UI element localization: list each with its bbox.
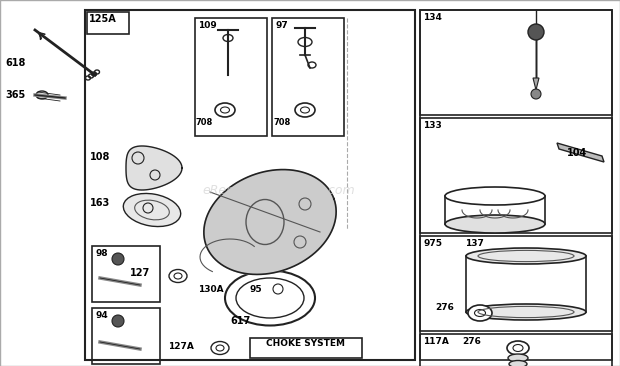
Circle shape <box>531 89 541 99</box>
Text: 708: 708 <box>273 118 290 127</box>
Bar <box>87 12 129 34</box>
Ellipse shape <box>445 215 545 233</box>
Bar <box>272 18 344 136</box>
Text: CHOKE SYSTEM: CHOKE SYSTEM <box>267 339 345 348</box>
Bar <box>420 236 612 331</box>
Polygon shape <box>557 143 604 162</box>
Text: 276: 276 <box>435 303 454 312</box>
Text: 127: 127 <box>130 268 150 278</box>
Bar <box>195 18 267 136</box>
Text: 127A: 127A <box>168 342 194 351</box>
Text: 276: 276 <box>462 337 481 346</box>
Ellipse shape <box>123 194 180 227</box>
Text: 618: 618 <box>5 58 25 68</box>
Text: eReplacementParts.com: eReplacementParts.com <box>203 184 355 197</box>
Ellipse shape <box>508 354 528 362</box>
Text: 104: 104 <box>567 148 587 158</box>
Bar <box>92 246 160 302</box>
Ellipse shape <box>466 304 586 320</box>
Bar <box>420 118 612 233</box>
Polygon shape <box>126 146 182 190</box>
Ellipse shape <box>445 187 545 205</box>
Text: 98: 98 <box>95 249 108 258</box>
Bar <box>85 10 415 360</box>
Ellipse shape <box>295 103 315 117</box>
Text: 134: 134 <box>423 13 442 22</box>
Text: 108: 108 <box>90 152 110 162</box>
Text: 365: 365 <box>5 90 25 100</box>
Circle shape <box>112 315 124 327</box>
Circle shape <box>112 253 124 265</box>
Bar <box>250 338 362 358</box>
Ellipse shape <box>509 361 527 366</box>
Bar <box>420 10 612 115</box>
Text: 163: 163 <box>90 198 110 208</box>
Polygon shape <box>533 78 539 90</box>
Text: 97: 97 <box>275 21 288 30</box>
Text: 125A: 125A <box>89 14 117 24</box>
Ellipse shape <box>225 270 315 325</box>
Text: 133: 133 <box>423 121 441 130</box>
Ellipse shape <box>466 248 586 264</box>
Ellipse shape <box>215 103 235 117</box>
Text: 137: 137 <box>465 239 484 248</box>
Text: 117A: 117A <box>423 337 449 346</box>
Circle shape <box>528 24 544 40</box>
Text: 975: 975 <box>423 239 442 248</box>
Ellipse shape <box>507 341 529 355</box>
Polygon shape <box>204 169 336 274</box>
Bar <box>420 334 612 366</box>
Bar <box>92 308 160 364</box>
Bar <box>420 10 612 360</box>
Text: 94: 94 <box>95 311 108 320</box>
Ellipse shape <box>36 91 48 99</box>
Text: 130A: 130A <box>198 285 224 294</box>
Text: 109: 109 <box>198 21 217 30</box>
Text: 617: 617 <box>230 316 250 326</box>
Text: 708: 708 <box>196 118 213 127</box>
Text: 95: 95 <box>250 285 263 294</box>
Ellipse shape <box>468 305 492 321</box>
